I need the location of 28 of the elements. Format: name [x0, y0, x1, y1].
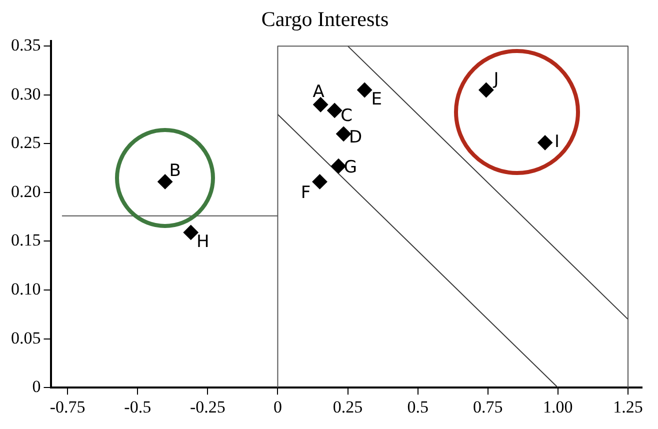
annotation: D [349, 127, 362, 148]
annotation: H [196, 232, 210, 252]
x-tick-label: 0.75 [473, 397, 503, 416]
x-tick-label: 1.25 [613, 397, 643, 416]
annotation: I [554, 132, 560, 152]
x-tick-label: 0.25 [332, 397, 363, 416]
y-tick-label: 0.15 [11, 230, 41, 250]
x-tick-label: -0.5 [124, 397, 152, 416]
annotation: F [300, 183, 311, 204]
y-tick-label: 0.35 [11, 36, 41, 55]
x-tick-label: -0.75 [50, 397, 86, 416]
x-tick-label: 0.5 [407, 397, 428, 416]
x-tick-label: -0.25 [190, 397, 226, 416]
y-tick-label: 0.20 [11, 182, 41, 201]
x-tick-label: 1.00 [543, 397, 573, 416]
chart-title: Cargo Interests [261, 7, 389, 32]
y-tick-label: 0.25 [11, 133, 41, 152]
annotation: G [344, 158, 358, 178]
annotation: C [340, 106, 353, 126]
y-tick-label: 0.05 [11, 328, 41, 348]
y-tick-label: 0.10 [11, 279, 41, 298]
y-tick-label: 0.30 [11, 84, 41, 104]
y-tick-label: 0 [32, 377, 41, 396]
annotation: B [169, 161, 181, 182]
annotation: A [312, 82, 325, 102]
x-tick-label: 0 [273, 397, 282, 416]
annotation: J [492, 69, 499, 90]
annotation: E [371, 89, 382, 110]
